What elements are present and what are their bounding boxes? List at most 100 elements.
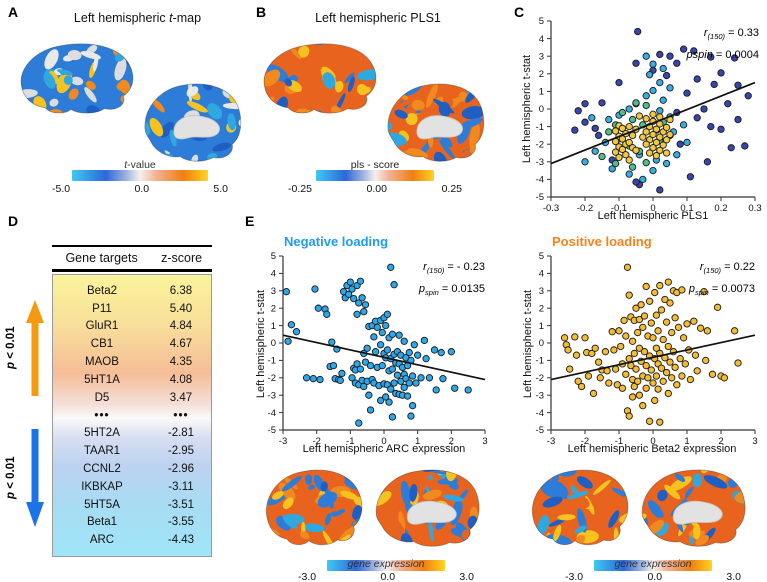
corpus-callosum-region — [406, 500, 457, 525]
positive-r-stat: r(150) = 0.22 — [620, 258, 755, 280]
svg-text:3: 3 — [482, 436, 487, 447]
gene-name: 5HT5A — [84, 498, 120, 511]
table-header-z-score: z-score — [161, 251, 203, 265]
p-subscript: spin — [425, 288, 439, 298]
gene-table-row: ARC -4.43 — [53, 534, 211, 546]
positive-y-axis-label: Left hemispheric t-stat — [522, 289, 534, 399]
negative-y-axis-label: Left hemispheric t-stat — [255, 289, 267, 399]
p-value: = 0.0004 — [712, 49, 759, 62]
svg-text:0.3: 0.3 — [748, 203, 761, 214]
colorbar-b-label: pls - score — [350, 159, 400, 171]
colorbar-pos-tick-mid: 0.0 — [647, 571, 663, 582]
panel-c-r-stat: r(150) = 0.33 — [609, 24, 759, 46]
r-symbol: r — [423, 261, 427, 273]
colorbar-b-ticks: -0.25 0.00 0.25 — [288, 183, 462, 195]
gene-z-score: -4.43 — [167, 534, 195, 547]
gene-table-row: D5 3.47 — [53, 392, 211, 404]
svg-text:5: 5 — [539, 16, 544, 27]
gene-z-score: 4.67 — [169, 338, 193, 351]
panel-c-y-axis-label: Left hemispheric t-stat — [521, 54, 533, 164]
p-threshold: < 0.01 — [5, 326, 17, 363]
colorbar-negative-ticks: -3.0 0.0 3.0 — [298, 571, 474, 582]
svg-text:4: 4 — [539, 34, 544, 45]
p-symbol: p — [418, 283, 426, 296]
table-top-rule — [52, 245, 212, 247]
brain-map-tmap-medial — [141, 80, 251, 167]
colorbar-a-tick-min: -5.0 — [52, 183, 71, 195]
r-subscript: (150) — [707, 32, 726, 42]
gene-table-row: P11 5.40 — [53, 303, 211, 315]
svg-text:4: 4 — [539, 269, 544, 280]
regression-line — [282, 334, 486, 381]
colorbar-positive-gradient — [594, 560, 712, 571]
svg-text:2: 2 — [539, 69, 544, 80]
r-value: = 0.22 — [721, 261, 755, 273]
gene-name: Beta2 — [86, 284, 117, 297]
positive-stats: r(150) = 0.22 pspin = 0.0073 — [620, 258, 755, 302]
colorbar-positive-ticks: -3.0 0.0 3.0 — [565, 571, 741, 582]
colorbar-pos-tick-min: -3.0 — [565, 571, 584, 582]
gene-table-row: Beta1 -3.55 — [53, 516, 211, 528]
r-subscript: (150) — [703, 266, 722, 276]
p-symbol: pspin — [686, 49, 713, 62]
up-arrow-icon — [26, 300, 44, 396]
colorbar-negative-label: gene expression — [347, 558, 425, 570]
positive-loading-title: Positive loading — [552, 234, 652, 249]
svg-text:-2: -2 — [536, 139, 544, 150]
brain-surface-lateral — [266, 469, 363, 546]
gene-z-score: -2.96 — [167, 462, 195, 475]
panel-a-title: Left hemispheric t-map — [25, 11, 250, 25]
brain-surface-medial — [641, 469, 746, 547]
scatter-svg: -5 -4 -3 -2 -1 0 1 2 3 4 5 -3 -2 -1 0 1 2 3 — [536, 251, 758, 447]
brain-surface-lateral — [20, 43, 134, 114]
svg-text:4: 4 — [271, 269, 276, 280]
table-header-row: Gene targets z-score — [52, 251, 212, 265]
positive-x-axis-label: Left hemispheric Beta2 expression — [567, 443, 737, 455]
gene-name: CB1 — [90, 338, 114, 351]
p-value: = 0.0135 — [438, 283, 485, 296]
svg-text:-3: -3 — [268, 390, 276, 401]
r-value: = 0.33 — [725, 27, 759, 39]
svg-text:1: 1 — [271, 321, 276, 332]
svg-text:-5: -5 — [268, 425, 276, 436]
r-symbol: r — [699, 261, 704, 273]
negative-p-stat: pspin = 0.0135 — [350, 280, 485, 302]
gene-name: ••• — [94, 409, 110, 422]
svg-text:-0.1: -0.1 — [611, 203, 627, 214]
r-subscript: (150) — [426, 266, 445, 276]
svg-text:2: 2 — [718, 436, 723, 447]
svg-text:1: 1 — [539, 321, 544, 332]
svg-text:-1: -1 — [346, 436, 354, 447]
colorbar-neg-tick-max: 3.0 — [459, 571, 474, 582]
brain-surface-medial — [144, 83, 242, 162]
negative-r-stat: r(150) = - 0.23 — [350, 258, 485, 280]
panel-a-label: A — [8, 4, 19, 20]
corpus-callosum-region — [416, 115, 463, 140]
gene-name: P11 — [92, 302, 112, 315]
svg-text:2: 2 — [271, 303, 276, 314]
gene-name: Beta1 — [86, 516, 117, 529]
colorbar-a-tick-max: 5.0 — [213, 183, 228, 195]
svg-text:-4: -4 — [268, 408, 276, 419]
svg-text:0: 0 — [650, 203, 655, 214]
gene-z-score: -2.95 — [167, 445, 195, 458]
svg-text:-1: -1 — [536, 122, 544, 133]
svg-text:0: 0 — [271, 338, 276, 349]
gene-z-score: 4.35 — [169, 356, 193, 369]
gene-table-row: ••• ••• — [53, 410, 211, 422]
colorbar-a-gradient — [72, 170, 208, 181]
colorbar-a-ticks: -5.0 0.0 5.0 — [52, 183, 228, 195]
brain-map-pls1-medial — [384, 80, 494, 167]
svg-text:0: 0 — [381, 436, 386, 447]
panel-c-p-stat: pspin = 0.0004 — [609, 46, 759, 68]
mid-loading-cyan — [581, 52, 691, 184]
gene-table-row: MAOB 4.35 — [53, 356, 211, 368]
svg-text:-4: -4 — [536, 175, 544, 186]
gene-name: MAOB — [85, 356, 119, 369]
corpus-callosum-region — [173, 115, 220, 140]
regression-line — [550, 334, 756, 381]
gene-name: 5HT1A — [84, 373, 120, 386]
panel-a-title-pre: Left hemispheric — [73, 11, 170, 25]
up-arrow-p-label: p < 0.01 — [5, 312, 17, 384]
